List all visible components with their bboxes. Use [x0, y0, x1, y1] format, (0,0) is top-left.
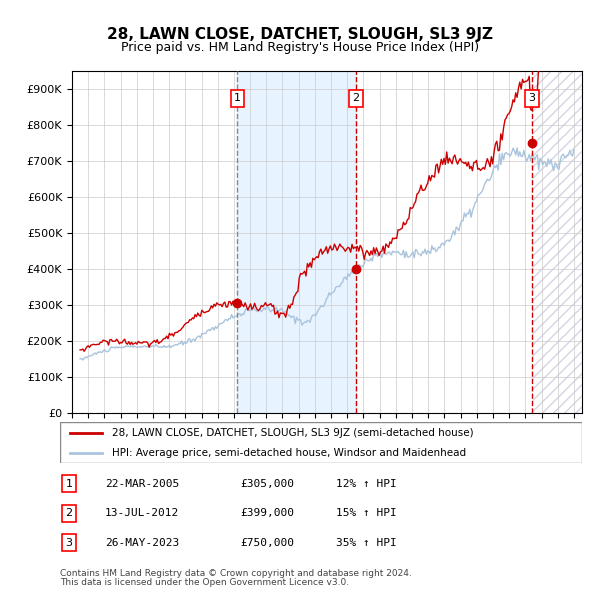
- Text: 28, LAWN CLOSE, DATCHET, SLOUGH, SL3 9JZ (semi-detached house): 28, LAWN CLOSE, DATCHET, SLOUGH, SL3 9JZ…: [112, 428, 474, 438]
- Text: 2: 2: [65, 509, 73, 518]
- Text: £305,000: £305,000: [240, 479, 294, 489]
- Text: 3: 3: [529, 93, 535, 103]
- Text: 22-MAR-2005: 22-MAR-2005: [105, 479, 179, 489]
- Text: 28, LAWN CLOSE, DATCHET, SLOUGH, SL3 9JZ: 28, LAWN CLOSE, DATCHET, SLOUGH, SL3 9JZ: [107, 27, 493, 41]
- Bar: [238, 71, 356, 413]
- Text: £399,000: £399,000: [240, 509, 294, 518]
- Text: 26-MAY-2023: 26-MAY-2023: [105, 538, 179, 548]
- Text: 12% ↑ HPI: 12% ↑ HPI: [336, 479, 397, 489]
- Text: 1: 1: [65, 479, 73, 489]
- Bar: [532, 71, 582, 413]
- Text: Price paid vs. HM Land Registry's House Price Index (HPI): Price paid vs. HM Land Registry's House …: [121, 41, 479, 54]
- Text: 3: 3: [65, 538, 73, 548]
- Bar: [532, 71, 582, 413]
- Text: This data is licensed under the Open Government Licence v3.0.: This data is licensed under the Open Gov…: [60, 578, 349, 587]
- Text: Contains HM Land Registry data © Crown copyright and database right 2024.: Contains HM Land Registry data © Crown c…: [60, 569, 412, 578]
- Text: £750,000: £750,000: [240, 538, 294, 548]
- Text: 13-JUL-2012: 13-JUL-2012: [105, 509, 179, 518]
- FancyBboxPatch shape: [60, 422, 582, 463]
- Text: 35% ↑ HPI: 35% ↑ HPI: [336, 538, 397, 548]
- Text: 2: 2: [352, 93, 359, 103]
- Text: 15% ↑ HPI: 15% ↑ HPI: [336, 509, 397, 518]
- Text: HPI: Average price, semi-detached house, Windsor and Maidenhead: HPI: Average price, semi-detached house,…: [112, 448, 466, 458]
- Text: 1: 1: [234, 93, 241, 103]
